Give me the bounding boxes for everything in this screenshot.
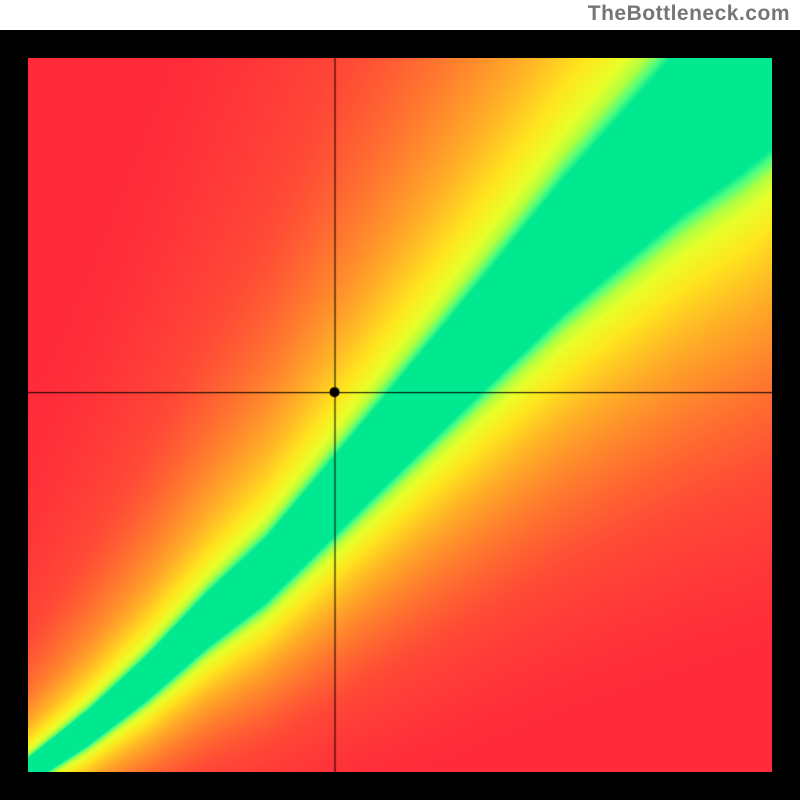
watermark-text: TheBottleneck.com xyxy=(588,2,790,26)
heatmap-canvas xyxy=(28,58,772,772)
plot-area xyxy=(28,58,772,772)
chart-container: TheBottleneck.com xyxy=(0,0,800,800)
